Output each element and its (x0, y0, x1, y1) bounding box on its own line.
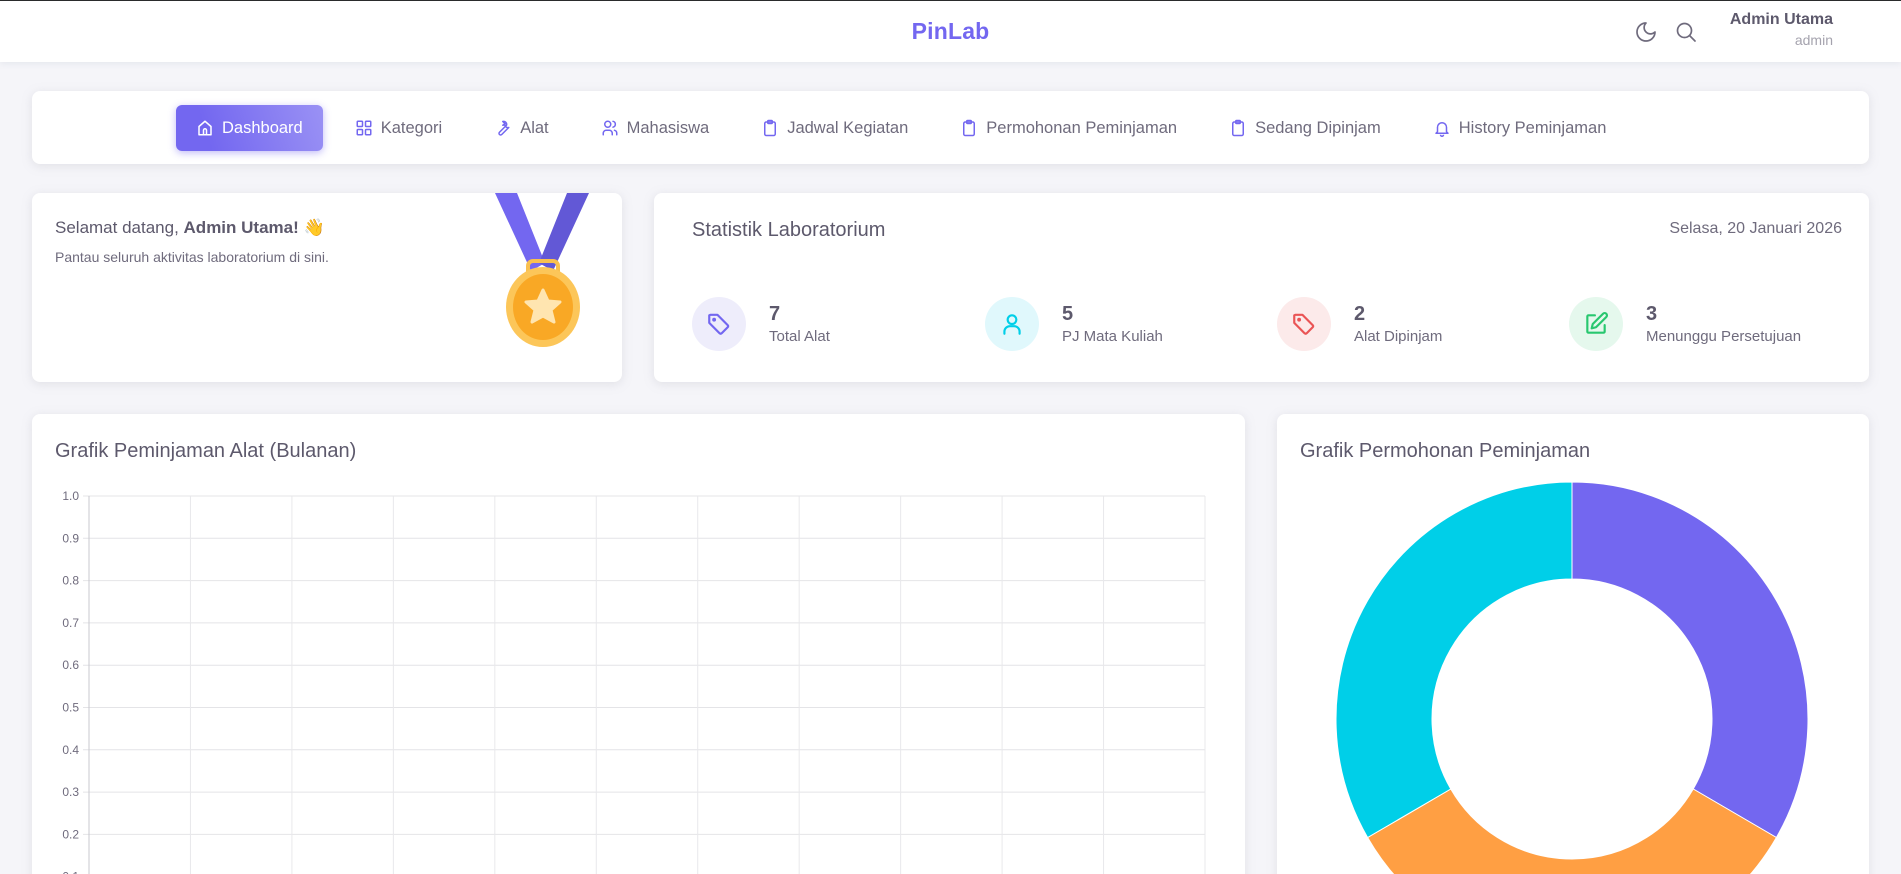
stat-pj-mata-kuliah: 5 PJ Mata Kuliah (985, 297, 1163, 351)
greeting-suffix: ! 👋 (293, 218, 325, 237)
nav-label: Permohonan Peminjaman (986, 118, 1178, 137)
stat-total-alat: 7 Total Alat (692, 297, 830, 351)
main-nav: Dashboard Kategori Alat Mahasiswa Jadwal… (32, 91, 1869, 164)
brand-logo: PinLab (0, 18, 1901, 45)
stats-title: Statistik Laboratorium (692, 219, 886, 241)
donut-chart-card: Grafik Permohonan Peminjaman (1277, 414, 1869, 874)
nav-item-mahasiswa[interactable]: Mahasiswa (581, 105, 730, 151)
svg-text:0.5: 0.5 (62, 701, 79, 715)
svg-text:0.4: 0.4 (62, 743, 79, 757)
donut-segment[interactable] (1366, 788, 1778, 874)
grid-icon (356, 120, 372, 136)
svg-text:0.9: 0.9 (62, 531, 79, 545)
donut-segment[interactable] (1335, 481, 1573, 839)
nav-item-history-peminjaman[interactable]: History Peminjaman (1413, 105, 1627, 151)
stat-label: PJ Mata Kuliah (1062, 328, 1163, 345)
stat-menunggu-persetujuan: 3 Menunggu Persetujuan (1569, 297, 1801, 351)
users-icon (602, 120, 618, 136)
donut-segment[interactable] (1571, 481, 1809, 839)
svg-text:0.2: 0.2 (62, 827, 79, 841)
clipboard-icon (963, 119, 976, 137)
clipboard-icon (764, 119, 777, 137)
nav-item-alat[interactable]: Alat (474, 105, 568, 151)
svg-text:0.1: 0.1 (62, 870, 79, 874)
nav-item-permohonan-peminjaman[interactable]: Permohonan Peminjaman (940, 105, 1197, 151)
nav-label: Kategori (380, 118, 443, 137)
user-role: admin (1794, 32, 1833, 48)
clipboard-icon (1232, 119, 1245, 137)
wrench-icon (498, 120, 510, 136)
home-icon (198, 120, 212, 136)
stat-value: 3 (1646, 303, 1658, 325)
bell-icon (1434, 122, 1449, 137)
nav-label: Sedang Dipinjam (1255, 118, 1381, 137)
tag-icon (1293, 313, 1315, 335)
user-icon (1003, 314, 1021, 335)
stat-value: 2 (1354, 303, 1366, 325)
stat-label: Total Alat (769, 328, 830, 345)
moon-icon[interactable] (1634, 20, 1658, 44)
line-chart-card: Grafik Peminjaman Alat (Bulanan) 1.0 0.9 0… (32, 414, 1245, 874)
welcome-title: Selamat datang, Admin Utama! 👋 (55, 218, 325, 238)
donut-chart (1335, 481, 1809, 874)
stats-date: Selasa, 20 Januari 2026 (1669, 220, 1842, 237)
stat-alat-dipinjam: 2 Alat Dipinjam (1277, 297, 1442, 351)
nav-item-jadwal-kegiatan[interactable]: Jadwal Kegiatan (741, 105, 928, 151)
welcome-subtitle: Pantau seluruh aktivitas laboratorium di… (55, 249, 329, 265)
stat-label: Menunggu Persetujuan (1646, 328, 1802, 345)
stat-value: 5 (1062, 303, 1074, 325)
stats-card: Statistik Laboratorium Selasa, 20 Januar… (654, 193, 1869, 382)
nav-item-kategori[interactable]: Kategori (335, 105, 462, 151)
svg-text:1.0: 1.0 (62, 489, 79, 503)
nav-item-sedang-dipinjam[interactable]: Sedang Dipinjam (1209, 105, 1401, 151)
stat-icon-bg (692, 297, 746, 351)
line-chart-title: Grafik Peminjaman Alat (Bulanan) (55, 440, 357, 462)
nav-item-dashboard[interactable]: Dashboard (176, 105, 323, 151)
stat-label: Alat Dipinjam (1354, 328, 1443, 345)
svg-text:0.7: 0.7 (62, 616, 79, 630)
user-name: Admin Utama (1729, 11, 1833, 28)
greeting-prefix: Selamat datang, (55, 218, 184, 237)
nav-label: Jadwal Kegiatan (787, 118, 909, 137)
stat-icon-bg (1569, 297, 1623, 351)
brand-text[interactable]: PinLab (911, 18, 990, 44)
stat-value: 7 (769, 303, 781, 325)
search-icon[interactable] (1674, 20, 1698, 44)
top-navbar: PinLab Admin Utama admin (0, 1, 1901, 62)
stat-icon-bg (1277, 297, 1331, 351)
nav-label: Mahasiswa (626, 118, 710, 137)
svg-text:0.8: 0.8 (62, 574, 79, 588)
welcome-card: Selamat datang, Admin Utama! 👋 Pantau se… (32, 193, 622, 382)
tag-icon (708, 313, 730, 335)
greeting-user-name: Admin Utama (183, 218, 294, 237)
nav-label: Dashboard (222, 118, 303, 137)
nav-label: History Peminjaman (1458, 118, 1607, 137)
donut-chart-title: Grafik Permohonan Peminjaman (1300, 440, 1591, 462)
line-chart: 1.0 0.9 0.8 0.7 0.6 0.5 0.4 0.3 0.2 0.1 (62, 489, 1206, 874)
svg-text:0.6: 0.6 (62, 658, 79, 672)
stat-icon-bg (985, 297, 1039, 351)
user-menu[interactable]: Admin Utama admin (1730, 11, 1833, 48)
nav-label: Alat (520, 118, 549, 137)
svg-text:0.3: 0.3 (62, 785, 79, 799)
medal-illustration (495, 193, 589, 347)
edit-icon (1586, 312, 1608, 334)
